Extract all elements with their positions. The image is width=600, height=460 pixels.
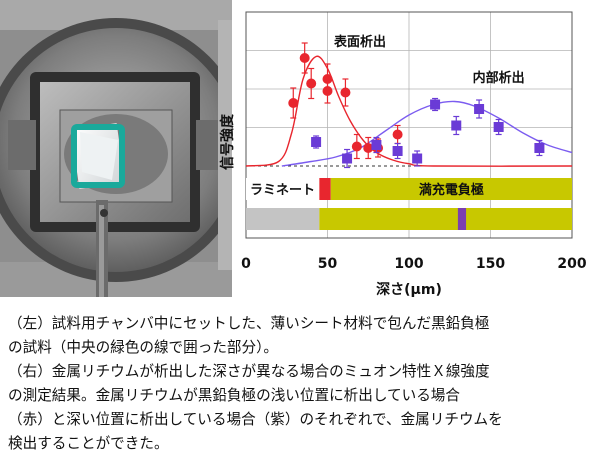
anode-label: 満充電負極 bbox=[419, 182, 484, 198]
data-point bbox=[306, 78, 317, 89]
caption-line: の測定結果。金属リチウムが黒鉛負極の浅い位置に析出している場合 bbox=[8, 387, 460, 404]
data-point bbox=[299, 53, 310, 63]
data-point bbox=[351, 141, 362, 152]
data-point bbox=[342, 153, 353, 164]
x-axis-label: 深さ(μm) bbox=[376, 281, 442, 298]
data-point bbox=[474, 104, 485, 114]
data-point bbox=[392, 146, 403, 156]
anode-bar bbox=[319, 208, 572, 230]
data-point bbox=[288, 98, 299, 108]
data-point bbox=[340, 87, 351, 98]
caption-line: の試料（中央の緑色の線で囲った部分）。 bbox=[8, 339, 278, 356]
anode-bar bbox=[330, 178, 572, 200]
figure-caption: （左）試料用チャンバ中にセットした、薄いシート材料で包んだ黒鉛負極 の試料（中央… bbox=[8, 312, 596, 456]
data-point bbox=[322, 86, 333, 96]
sample-chamber-photo bbox=[0, 0, 232, 297]
x-tick-label: 50 bbox=[318, 256, 338, 272]
x-tick-label: 150 bbox=[476, 256, 505, 272]
caption-line: （右）金属リチウムが析出した深さが異なる場合のミュオン特性Ｘ線強度 bbox=[8, 363, 490, 380]
x-tick-labels: 0 50 100 150 200 bbox=[241, 256, 587, 272]
data-point bbox=[430, 99, 441, 110]
caption-line: （赤）と深い位置に析出している場合（紫）のそれぞれで、金属リチウムを bbox=[8, 411, 503, 428]
surface-lithium-marker bbox=[319, 178, 331, 200]
data-point bbox=[493, 122, 504, 132]
x-tick-label: 200 bbox=[557, 256, 586, 272]
lithium-depth-chart: ラミネート 満充電負極 0 50 100 150 200 表面析出 内部析出 信号強度 深… bbox=[219, 11, 587, 298]
data-point bbox=[451, 120, 462, 131]
series-label-surface: 表面析出 bbox=[333, 34, 386, 50]
data-point bbox=[412, 153, 423, 164]
fit-curve bbox=[245, 55, 573, 167]
x-tick-label: 100 bbox=[394, 256, 423, 272]
plot-frame bbox=[245, 11, 573, 239]
laminate-label: ラミネート bbox=[250, 183, 315, 198]
fit-curve bbox=[281, 100, 573, 167]
series-label-inner: 内部析出 bbox=[473, 70, 525, 86]
chart-grid bbox=[245, 12, 573, 238]
caption-line: 検出することができた。 bbox=[8, 435, 169, 452]
laminate-bar bbox=[246, 178, 320, 200]
x-tick-label: 0 bbox=[241, 256, 251, 272]
data-point bbox=[371, 140, 382, 150]
laminate-bar bbox=[246, 208, 320, 230]
caption-line: （左）試料用チャンバ中にセットした、薄いシート材料で包んだ黒鉛負極 bbox=[8, 315, 490, 332]
data-series bbox=[288, 42, 545, 169]
data-point bbox=[311, 137, 322, 147]
electrode-layer-bars: ラミネート 満充電負極 bbox=[246, 178, 572, 230]
inner-lithium-marker bbox=[457, 208, 467, 230]
data-point bbox=[534, 143, 545, 153]
data-point bbox=[392, 129, 403, 140]
y-axis-label: 信号強度 bbox=[219, 113, 236, 170]
data-point bbox=[363, 143, 374, 153]
